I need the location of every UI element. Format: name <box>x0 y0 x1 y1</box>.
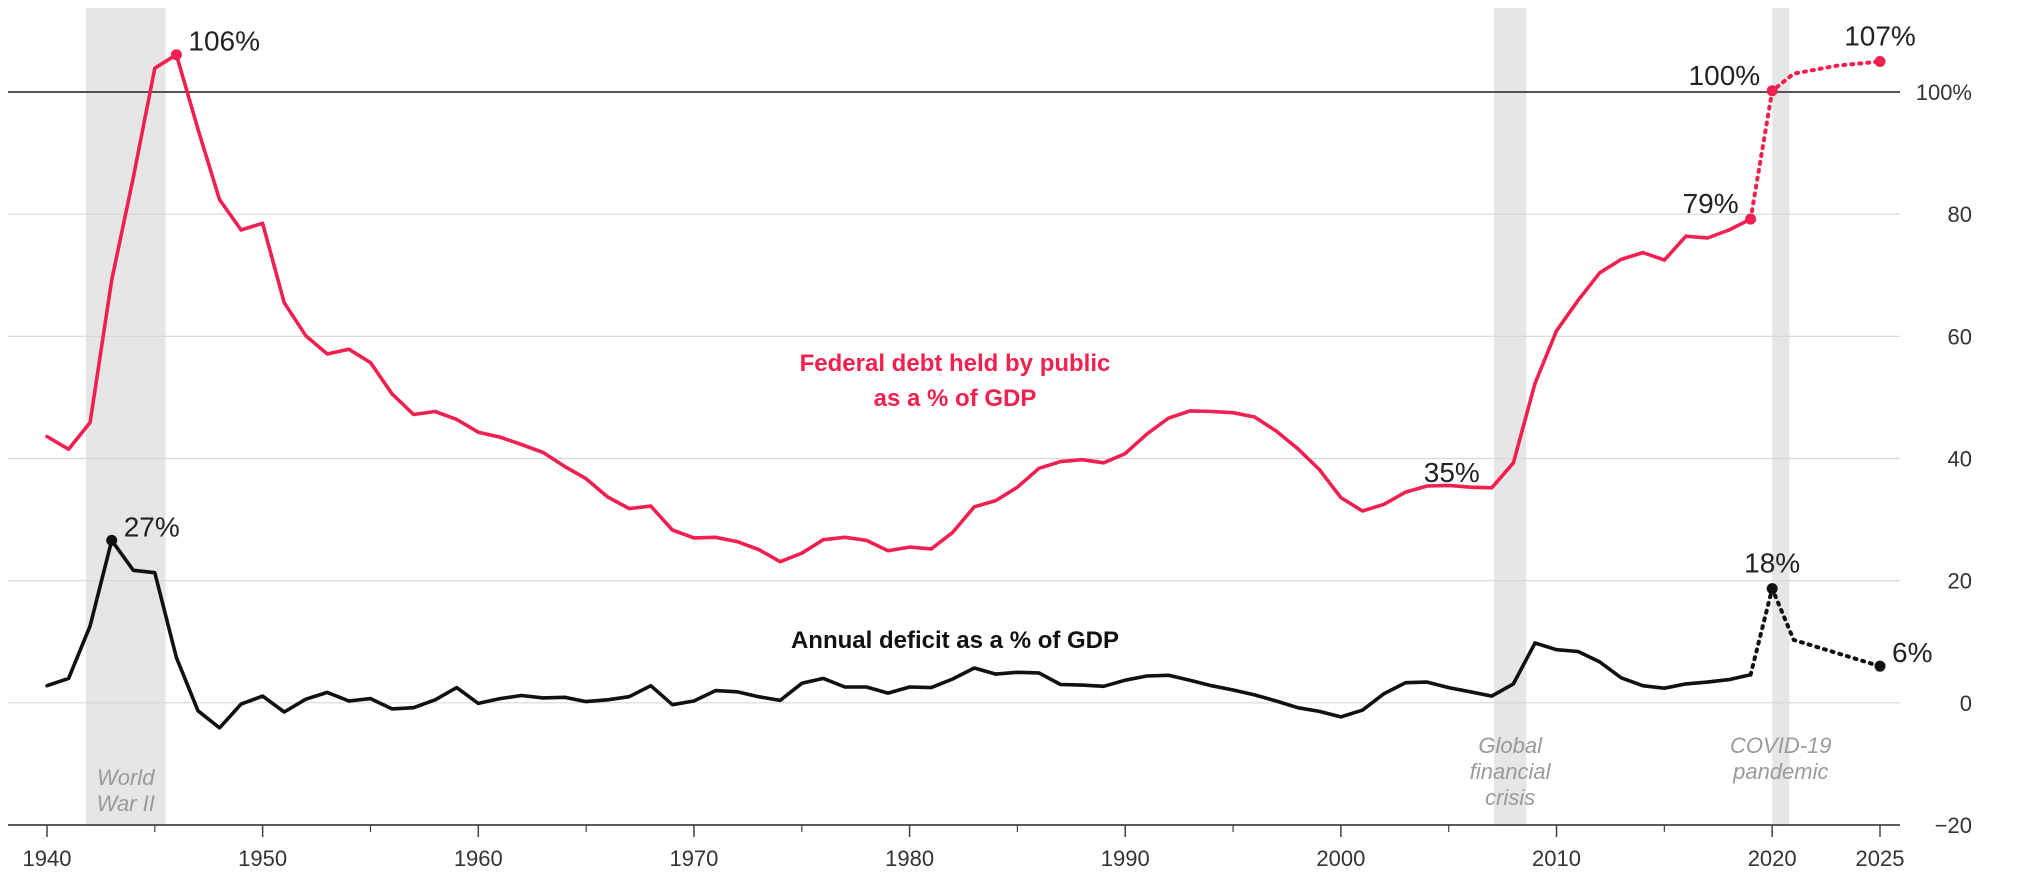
annotation-debt-35: 35% <box>1424 457 1480 488</box>
annotation-deficit-27: 27% <box>124 511 180 542</box>
shade-label-global: Global <box>1478 733 1543 758</box>
annotation-deficit-18: 18% <box>1744 548 1800 579</box>
x-axis-ticks: 1940 1950 1960 1970 1980 1990 2000 2010 2020 2025 <box>23 825 1905 871</box>
annotation-deficit-6: 6% <box>1892 637 1932 668</box>
x-tick-2025: 2025 <box>1856 846 1905 871</box>
debt-marker-2025 <box>1874 55 1886 67</box>
x-tick-1960: 1960 <box>454 846 503 871</box>
x-tick-2010: 2010 <box>1532 846 1581 871</box>
shade-label-crisis: crisis <box>1485 785 1535 810</box>
debt-marker-1946 <box>170 49 182 61</box>
shade-label-covid-19: COVID-19 <box>1730 733 1831 758</box>
deficit-marker-2025 <box>1874 660 1886 672</box>
debt-series-label: Federal debt held by public <box>800 350 1111 377</box>
deficit-series-label: Annual deficit as a % of GDP <box>791 627 1119 654</box>
debt-series-label: as a % of GDP <box>874 385 1037 412</box>
deficit-projection-line <box>1748 586 1882 677</box>
shade-band-global-financial-crisis <box>1493 8 1527 826</box>
y-axis-ticks: 100% 80 60 40 20 0 −20 <box>1916 80 1972 838</box>
y-tick-20: 20 <box>1948 569 1972 594</box>
annotation-debt-107: 107% <box>1844 20 1916 51</box>
y-tick-80: 80 <box>1948 202 1972 227</box>
deficit-marker-1943 <box>106 534 118 546</box>
debt-marker-2020 <box>1766 85 1778 97</box>
point-markers <box>106 49 1886 672</box>
shade-label-financial: financial <box>1470 759 1552 784</box>
deficit-marker-2020 <box>1766 583 1778 595</box>
x-tick-1950: 1950 <box>238 846 287 871</box>
shade-band-world-war-ii <box>85 8 166 826</box>
annotation-debt-100: 100% <box>1689 60 1761 91</box>
y-tick-20: −20 <box>1935 813 1972 838</box>
x-tick-1990: 1990 <box>1101 846 1150 871</box>
shade-label-world: World <box>97 765 155 790</box>
shade-band-covid-19-pandemic <box>1772 8 1790 826</box>
value-annotations: 106% 35% 79% 100% 107% 27% 18% 6% <box>124 20 1933 668</box>
x-tick-1940: 1940 <box>23 846 72 871</box>
y-tick-40: 40 <box>1948 447 1972 472</box>
series-labels: Federal debt held by public as a % of GDP… <box>791 350 1119 654</box>
x-tick-1980: 1980 <box>885 846 934 871</box>
x-tick-1970: 1970 <box>669 846 718 871</box>
shade-label-war-ii: War II <box>97 791 155 816</box>
x-tick-2020: 2020 <box>1748 846 1797 871</box>
shade-label-pandemic: pandemic <box>1732 759 1828 784</box>
y-tick-100: 100% <box>1916 80 1972 105</box>
debt-marker-2019 <box>1745 213 1757 225</box>
x-tick-2000: 2000 <box>1316 846 1365 871</box>
deficit-line <box>45 538 1753 730</box>
y-tick-0: 0 <box>1960 691 1972 716</box>
series-lines <box>45 52 1882 730</box>
annotation-debt-79: 79% <box>1683 188 1739 219</box>
y-tick-60: 60 <box>1948 324 1972 349</box>
annotation-debt-106: 106% <box>188 26 260 57</box>
gridlines <box>8 91 1900 826</box>
debt-line <box>45 52 1753 564</box>
debt-projection-line <box>1748 59 1882 222</box>
